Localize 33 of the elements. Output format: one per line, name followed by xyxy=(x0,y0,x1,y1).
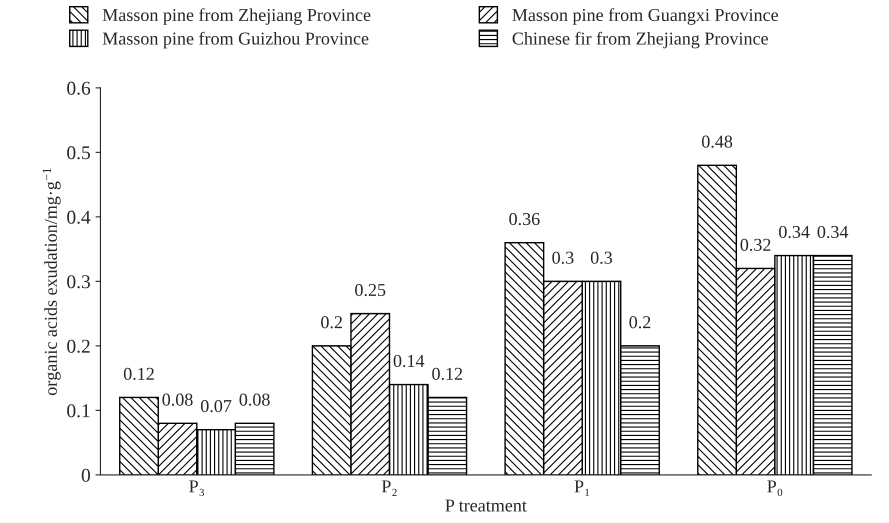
data-label: 0.14 xyxy=(394,354,424,368)
data-label: 0.08 xyxy=(240,394,270,406)
data-label: 0.25 xyxy=(355,284,386,296)
y-tick-label: 0.2 xyxy=(67,340,90,353)
data-label: 0.2 xyxy=(321,316,342,328)
x-tick-label: P₁ xyxy=(574,480,590,496)
data-label: 0.48 xyxy=(702,136,732,148)
data-label: 0.3 xyxy=(590,252,612,264)
x-tick-label: P₀ xyxy=(767,480,782,496)
legend-label: Masson pine from Zhejiang Province xyxy=(102,8,370,25)
y-tick-label: 0.3 xyxy=(67,275,90,288)
data-label: 0.32 xyxy=(740,238,770,251)
y-tick-label: 0.1 xyxy=(67,404,90,418)
y-tick-label: 0 xyxy=(82,468,90,482)
x-tick-label: P₃ xyxy=(189,480,204,496)
data-label: 0.36 xyxy=(509,212,540,226)
data-label: 0.34 xyxy=(779,226,810,238)
data-label: 0.34 xyxy=(818,226,848,238)
data-label: 0.08 xyxy=(162,394,193,406)
y-tick-label: 0.6 xyxy=(67,82,90,95)
data-label: 0.12 xyxy=(124,368,154,380)
data-label: 0.2 xyxy=(629,316,650,328)
y-axis-title: organic acids exudation/mg·g$^{−1}$ xyxy=(42,168,61,396)
y-tick-label: 0.4 xyxy=(67,210,90,224)
data-label: 0.07 xyxy=(200,400,232,412)
data-label: 0.3 xyxy=(552,252,574,264)
y-tick-label: 0.5 xyxy=(67,146,90,160)
legend-label: Chinese fir from Zhejiang Province xyxy=(512,32,768,48)
x-tick-label: P₂ xyxy=(382,480,397,496)
x-axis-title: P treatment xyxy=(445,500,527,512)
legend-label: Masson pine from Guizhou Province xyxy=(102,32,368,48)
data-label: 0.12 xyxy=(432,368,462,380)
legend-label: Masson pine from Guangxi Province xyxy=(512,8,778,25)
